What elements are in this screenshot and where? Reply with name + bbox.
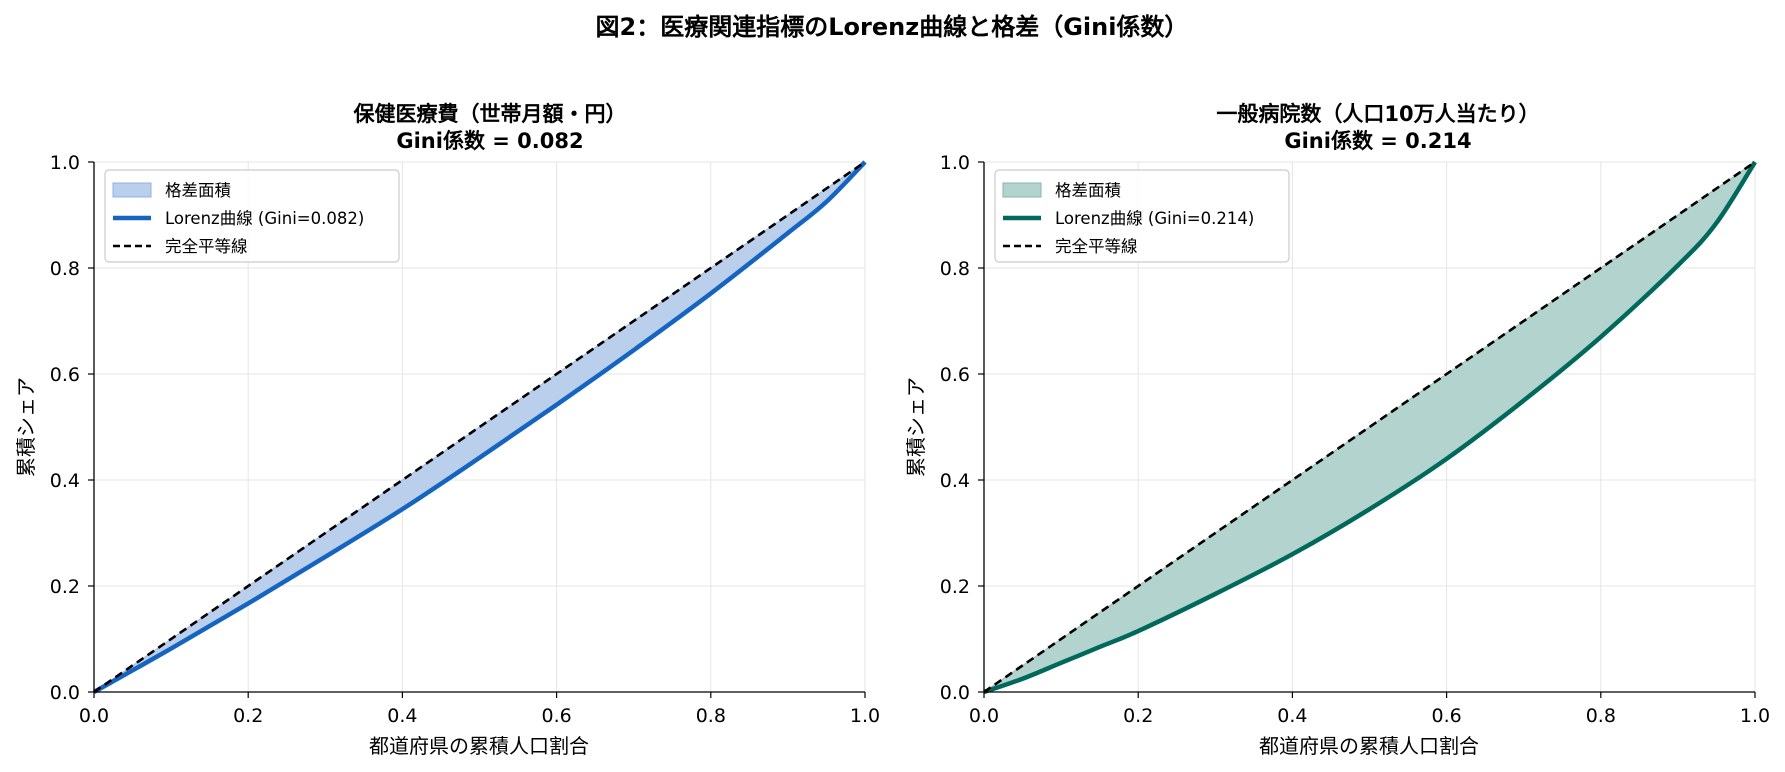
y-tick-label: 0.2 [940, 576, 970, 598]
y-tick-label: 0.0 [50, 682, 80, 704]
series-layer [92, 160, 867, 694]
legend-label: 完全平等線 [165, 237, 248, 256]
x-tick-label: 0.2 [1123, 705, 1153, 727]
legend-label: Lorenz曲線 (Gini=0.082) [165, 209, 364, 228]
x-tick-label: 1.0 [1740, 705, 1770, 727]
y-tick-label: 0.0 [940, 682, 970, 704]
x-tick-label: 0.6 [541, 705, 571, 727]
y-tick-label: 0.6 [940, 364, 970, 386]
legend-box [994, 169, 1290, 263]
y-tick-label: 0.8 [50, 258, 80, 280]
axes [88, 161, 866, 698]
legend-swatch-area [1002, 182, 1042, 198]
x-tick-label: 0.2 [233, 705, 263, 727]
lorenz-curve [983, 160, 1757, 695]
y-axis-label: 累積シェア [904, 377, 928, 477]
panel-subtitle: Gini係数 = 0.082 [396, 129, 583, 153]
figure-title: 図2：医療関連指標のLorenz曲線と格差（Gini係数） [596, 13, 1189, 41]
x-tick-label: 0.8 [696, 705, 726, 727]
x-tick-label: 0.4 [387, 705, 417, 727]
y-tick-label: 1.0 [940, 152, 970, 174]
legend-label: Lorenz曲線 (Gini=0.214) [1055, 209, 1254, 228]
legend-label: 格差面積 [1055, 181, 1121, 200]
tick-labels: 0.0 0.2 0.4 0.6 0.8 1.0 0.0 0.2 0.4 0.6 0.8 1.0 [50, 152, 880, 727]
lorenz-curve [92, 160, 867, 694]
y-tick-label: 0.8 [940, 258, 970, 280]
x-tick-label: 0.8 [1586, 705, 1616, 727]
x-axis-label: 都道府県の累積人口割合 [369, 734, 589, 758]
tick-labels: 0.0 0.2 0.4 0.6 0.8 1.0 0.0 0.2 0.4 0.6 0.8 1.0 [940, 152, 1770, 727]
chart-panel-general-hospitals: 一般病院数（人口10万人当たり） Gini係数 = 0.214 0.0 0.2 0.… [904, 102, 1770, 758]
y-tick-label: 0.2 [50, 576, 80, 598]
series-layer [983, 160, 1757, 695]
legend-label: 完全平等線 [1055, 237, 1138, 256]
y-axis-label: 累積シェア [14, 377, 38, 477]
legend-label: 格差面積 [165, 181, 231, 200]
chart-panel-health-expenditure: 保健医療費（世帯月額・円） Gini係数 = 0.082 0.0 0.2 0.4 0.… [14, 102, 880, 758]
legend: 格差面積 Lorenz曲線 (Gini=0.082) 完全平等線 [104, 169, 400, 263]
x-tick-label: 0.0 [969, 705, 999, 727]
legend-swatch-area [112, 182, 152, 198]
axes [978, 161, 1756, 698]
x-tick-label: 0.4 [1277, 705, 1307, 727]
x-tick-label: 1.0 [850, 705, 880, 727]
panel-title: 保健医療費（世帯月額・円） [353, 102, 627, 126]
panel-subtitle: Gini係数 = 0.214 [1284, 129, 1471, 153]
legend-box [104, 169, 400, 263]
y-tick-label: 1.0 [50, 152, 80, 174]
x-tick-label: 0.0 [79, 705, 109, 727]
y-tick-label: 0.4 [940, 470, 970, 492]
panel-title: 一般病院数（人口10万人当たり） [1216, 102, 1539, 126]
x-axis-label: 都道府県の累積人口割合 [1259, 734, 1479, 758]
x-tick-label: 0.6 [1431, 705, 1461, 727]
y-tick-label: 0.4 [50, 470, 80, 492]
y-tick-label: 0.6 [50, 364, 80, 386]
legend: 格差面積 Lorenz曲線 (Gini=0.214) 完全平等線 [994, 169, 1290, 263]
